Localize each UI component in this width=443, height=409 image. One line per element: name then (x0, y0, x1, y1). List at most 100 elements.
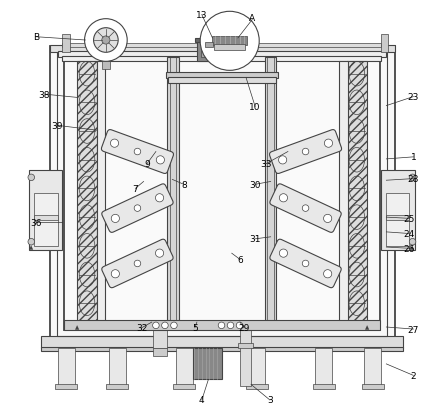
Circle shape (155, 194, 163, 202)
Text: 10: 10 (249, 103, 261, 112)
FancyBboxPatch shape (102, 184, 173, 233)
Circle shape (280, 249, 288, 258)
Text: 13: 13 (196, 11, 208, 20)
Bar (173, 384, 195, 389)
Bar (58, 52, 386, 58)
Bar (195, 39, 249, 43)
Circle shape (102, 37, 110, 45)
Text: 31: 31 (249, 235, 261, 244)
Bar (62, 35, 70, 53)
Text: 28: 28 (408, 175, 419, 184)
Text: ▲: ▲ (365, 324, 369, 329)
Bar (29, 171, 62, 250)
Bar (205, 43, 213, 48)
Circle shape (134, 149, 141, 155)
Text: 8: 8 (181, 180, 187, 189)
Bar (175, 348, 193, 385)
Bar (238, 344, 253, 348)
Circle shape (111, 270, 120, 278)
Bar (166, 73, 278, 79)
Bar (34, 193, 58, 246)
Bar (58, 348, 75, 385)
Bar (362, 384, 384, 389)
Bar (213, 37, 247, 46)
Text: 24: 24 (404, 229, 415, 238)
Circle shape (280, 194, 288, 202)
Circle shape (227, 322, 234, 329)
FancyBboxPatch shape (270, 184, 341, 233)
Bar (246, 384, 268, 389)
Text: 32: 32 (136, 324, 147, 333)
Circle shape (302, 261, 309, 267)
Bar (214, 45, 245, 51)
Bar (153, 348, 167, 356)
Text: 1: 1 (411, 153, 416, 162)
Text: 23: 23 (408, 93, 419, 102)
Text: 39: 39 (51, 121, 62, 130)
Bar (364, 348, 381, 385)
Text: 25: 25 (404, 214, 415, 223)
Bar (97, 62, 105, 329)
FancyBboxPatch shape (269, 130, 342, 174)
Bar (212, 44, 220, 58)
Bar (41, 336, 403, 348)
Circle shape (93, 29, 118, 53)
Bar (167, 58, 179, 329)
Bar (109, 348, 126, 385)
Text: 36: 36 (31, 218, 42, 227)
Bar (55, 384, 77, 389)
Circle shape (28, 239, 35, 245)
Bar (41, 347, 403, 351)
Bar (50, 47, 395, 337)
Text: ▲: ▲ (75, 324, 79, 329)
FancyBboxPatch shape (102, 240, 173, 288)
Bar (34, 215, 58, 220)
Circle shape (200, 12, 259, 71)
Text: 29: 29 (238, 324, 250, 333)
Text: 38: 38 (39, 90, 50, 99)
Bar (62, 44, 381, 48)
Bar (153, 329, 167, 348)
Circle shape (134, 261, 141, 267)
Circle shape (28, 175, 35, 181)
Circle shape (85, 20, 127, 62)
Bar (193, 348, 222, 380)
Circle shape (236, 322, 243, 329)
Bar (168, 78, 276, 83)
Circle shape (302, 205, 309, 212)
Circle shape (323, 215, 332, 223)
Circle shape (279, 156, 287, 164)
Text: 3: 3 (267, 396, 273, 405)
Bar (312, 384, 334, 389)
Bar (106, 384, 128, 389)
Circle shape (110, 140, 119, 148)
Bar (381, 171, 415, 250)
Circle shape (111, 215, 120, 223)
Circle shape (155, 249, 163, 258)
Bar (222, 44, 230, 58)
Text: A: A (249, 14, 255, 23)
Text: ▲: ▲ (29, 245, 33, 249)
Bar (64, 320, 380, 330)
Text: 30: 30 (249, 180, 261, 189)
Bar (103, 40, 109, 62)
Circle shape (409, 175, 416, 181)
Text: ▲: ▲ (410, 245, 414, 249)
Bar (339, 62, 348, 329)
Circle shape (171, 322, 177, 329)
Bar (197, 42, 247, 62)
Bar (102, 61, 110, 70)
Bar (233, 44, 241, 58)
Bar (315, 348, 332, 385)
Bar (62, 57, 381, 62)
Text: 26: 26 (404, 244, 415, 253)
Text: 7: 7 (132, 184, 138, 193)
Bar (225, 31, 230, 53)
Circle shape (162, 322, 168, 329)
Text: 6: 6 (237, 255, 243, 264)
Text: B: B (33, 33, 39, 42)
Text: 9: 9 (144, 160, 150, 169)
Bar (248, 348, 265, 385)
Bar (381, 35, 388, 53)
Bar (240, 329, 252, 387)
